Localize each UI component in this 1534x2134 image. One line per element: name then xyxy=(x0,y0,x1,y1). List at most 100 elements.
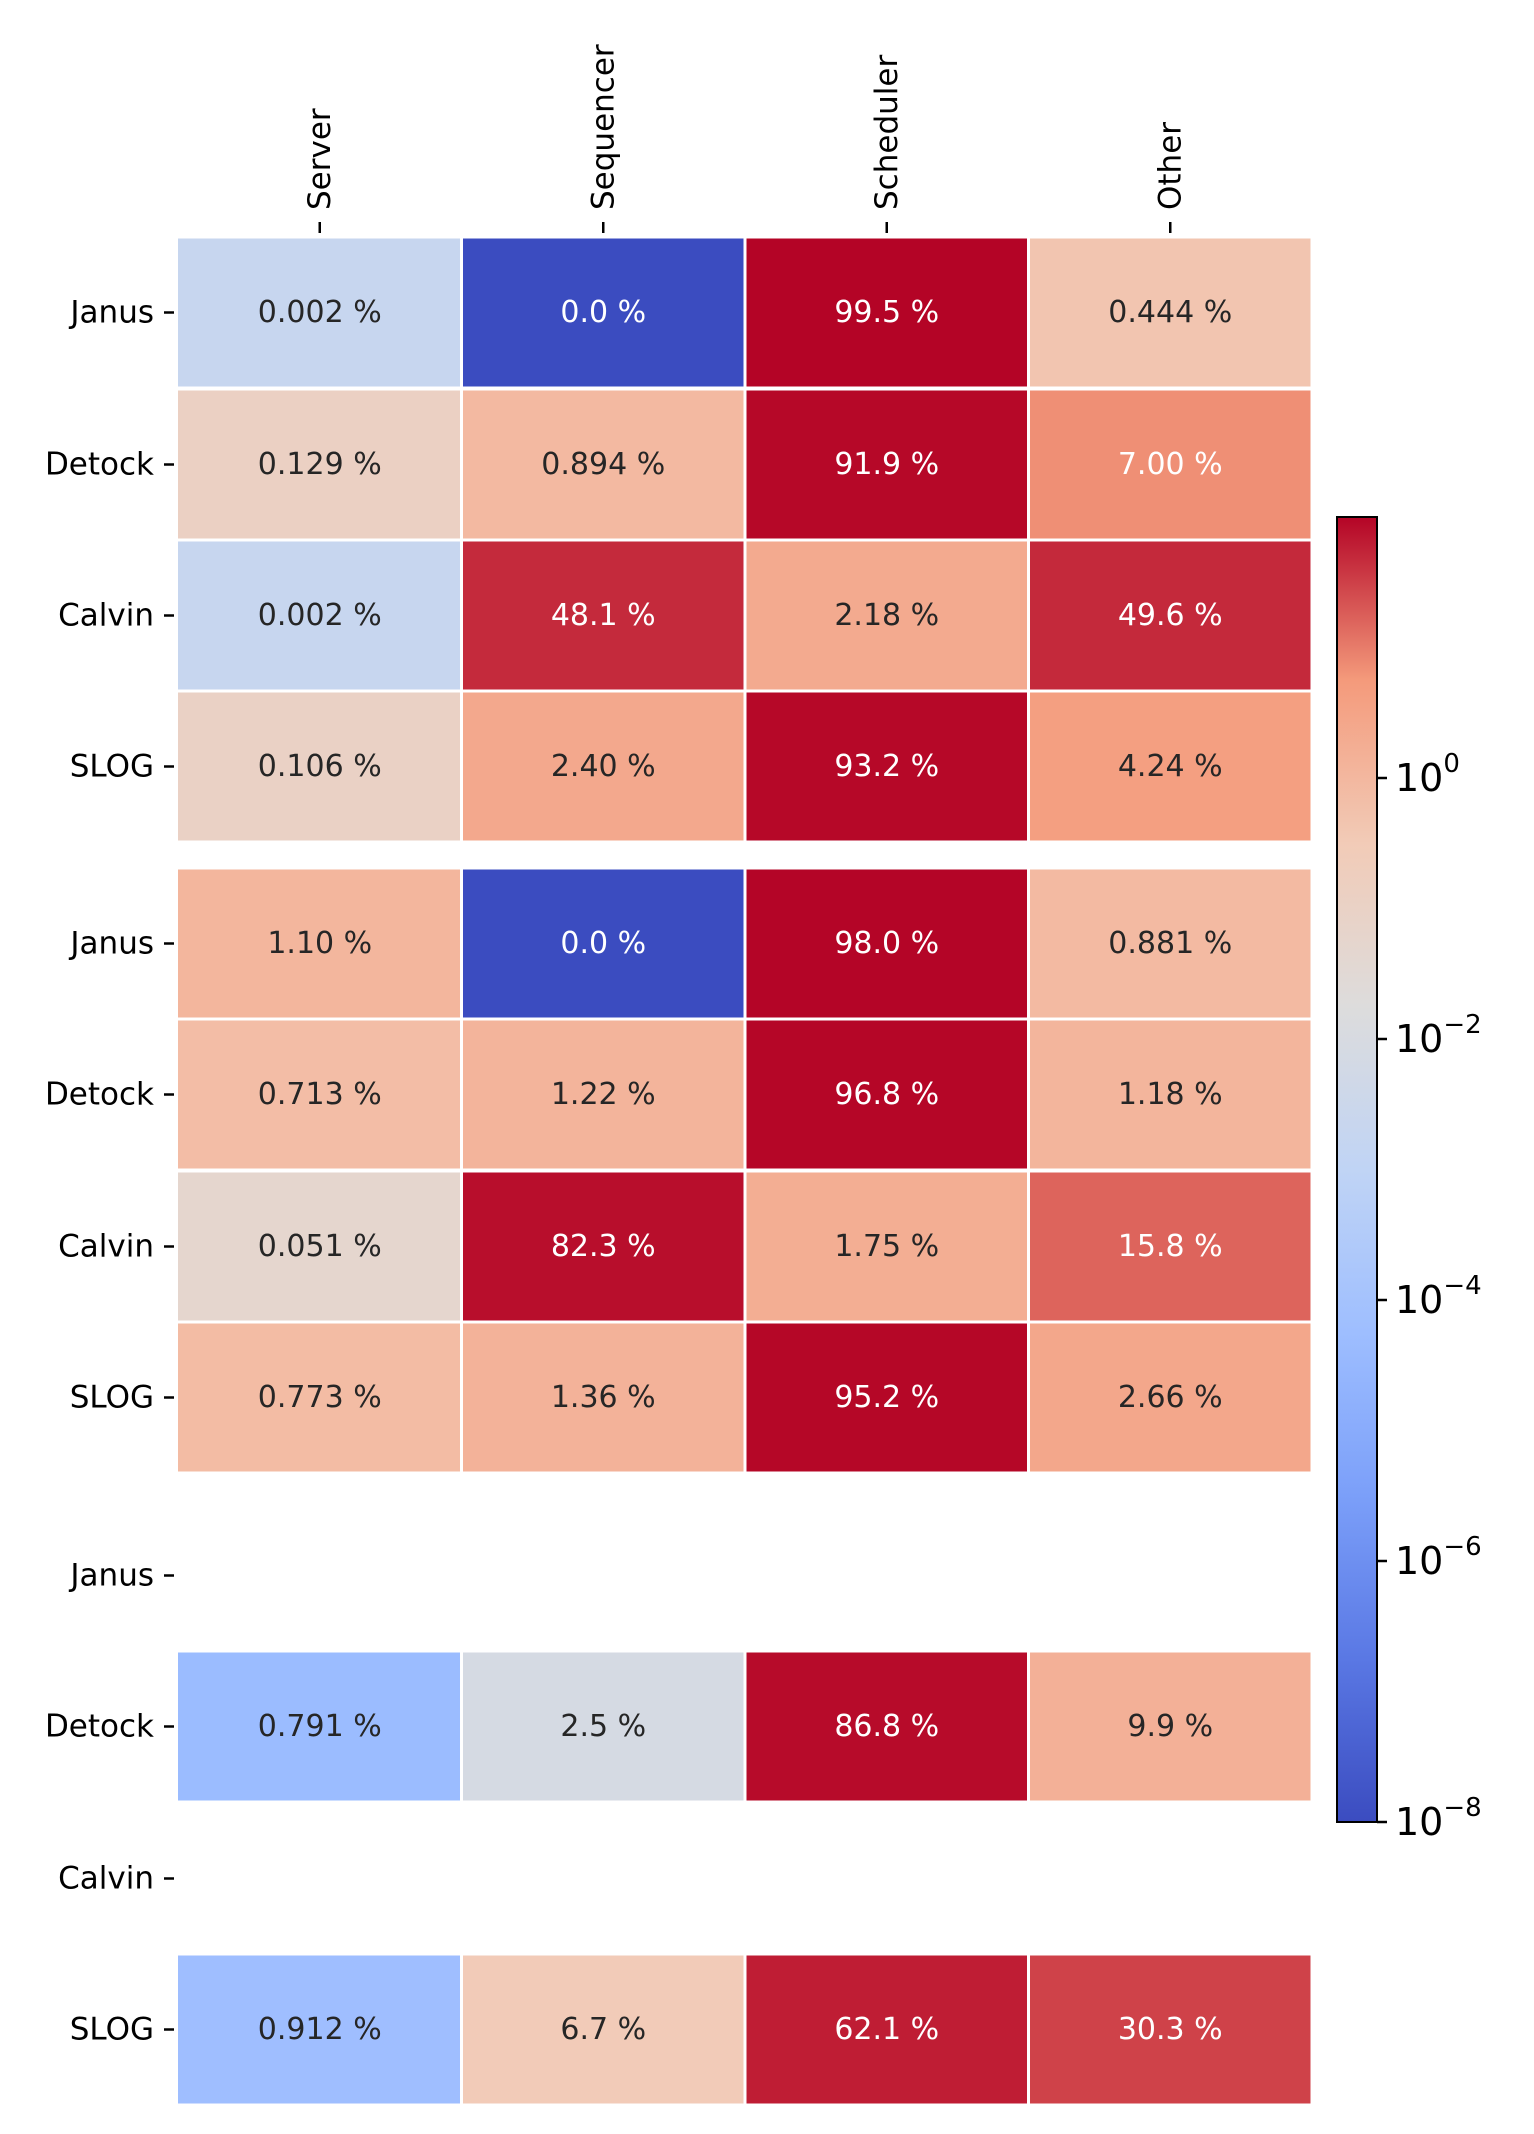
cell-value-label: 0.002 % xyxy=(258,598,382,633)
cell-value-label: 0.773 % xyxy=(258,1380,382,1415)
cell-value-label: 1.10 % xyxy=(267,926,372,961)
colorbar: 100 10−2 10−4 10−6 10−8 xyxy=(1336,516,1482,1844)
cell-value-label: 0.051 % xyxy=(258,1229,382,1264)
heatmap-cell xyxy=(463,1020,744,1169)
row-label: Detock xyxy=(45,1077,154,1113)
heatmap-cell xyxy=(178,238,460,387)
heatmap-cell xyxy=(178,1172,460,1321)
cell-value-label: 4.24 % xyxy=(1118,749,1223,784)
colorbar-gradient xyxy=(1336,516,1378,1823)
heatmap-cell xyxy=(463,238,744,387)
cell-value-label: 0.713 % xyxy=(258,1077,382,1112)
heatmap-cell xyxy=(1030,1172,1311,1321)
heatmap-cells: 0.002 % 0.0 % 99.5 % 0.444 % 0.129 % 0.894 % 9… xyxy=(178,238,1311,2104)
heatmap-cell xyxy=(463,1955,744,2104)
heatmap-cell xyxy=(178,1652,460,1801)
cell-value-label: 0.894 % xyxy=(541,447,665,482)
heatmap-cell xyxy=(178,1020,460,1169)
colorbar-tick-label: 10−2 xyxy=(1395,1010,1482,1061)
cell-value-label: 2.40 % xyxy=(551,749,656,784)
heatmap-cell xyxy=(746,390,1027,539)
cell-value-label: 0.881 % xyxy=(1108,926,1232,961)
cell-value-label: 0.002 % xyxy=(258,295,382,330)
heatmap-cell xyxy=(463,541,744,690)
cell-value-label: 98.0 % xyxy=(834,926,939,961)
cell-value-label: 2.5 % xyxy=(560,1709,646,1744)
heatmap-cell xyxy=(1030,390,1311,539)
colorbar-tick-label: 10−8 xyxy=(1395,1793,1482,1844)
heatmap-cell xyxy=(463,1172,744,1321)
heatmap-cell xyxy=(746,1172,1027,1321)
heatmap-cell xyxy=(1030,238,1311,387)
heatmap-cell xyxy=(746,692,1027,841)
cell-value-label: 1.75 % xyxy=(834,1229,939,1264)
column-label: Server xyxy=(302,108,338,210)
cell-value-label: 0.444 % xyxy=(1108,295,1232,330)
cell-value-label: 49.6 % xyxy=(1118,598,1223,633)
heatmap-cell xyxy=(463,692,744,841)
cell-value-label: 95.2 % xyxy=(834,1380,939,1415)
cell-value-label: 0.912 % xyxy=(258,2012,382,2047)
column-label: Scheduler xyxy=(869,55,905,210)
row-label: Calvin xyxy=(58,598,154,634)
row-label: Janus xyxy=(68,295,154,331)
heatmap-cell xyxy=(178,541,460,690)
cell-value-label: 93.2 % xyxy=(834,749,939,784)
heatmap-cell xyxy=(746,1955,1027,2104)
cell-value-label: 6.7 % xyxy=(560,2012,646,2047)
cell-value-label: 1.22 % xyxy=(551,1077,656,1112)
heatmap-cell xyxy=(1030,541,1311,690)
colorbar-tick-label: 10−6 xyxy=(1395,1532,1482,1583)
heatmap-cell xyxy=(746,869,1027,1018)
heatmap-cell xyxy=(178,869,460,1018)
cell-value-label: 82.3 % xyxy=(551,1229,656,1264)
column-label: Other xyxy=(1152,122,1188,210)
heatmap-cell xyxy=(1030,692,1311,841)
heatmap-cell xyxy=(1030,869,1311,1018)
row-label: SLOG xyxy=(70,749,154,785)
cell-value-label: 2.66 % xyxy=(1118,1380,1223,1415)
colorbar-tick-label: 100 xyxy=(1395,749,1460,800)
cell-value-label: 9.9 % xyxy=(1127,1709,1213,1744)
cell-value-label: 48.1 % xyxy=(551,598,656,633)
heatmap-cell xyxy=(178,1323,460,1472)
cell-value-label: 62.1 % xyxy=(834,2012,939,2047)
heatmap-cell xyxy=(178,1955,460,2104)
cell-value-label: 7.00 % xyxy=(1118,447,1223,482)
row-label: Janus xyxy=(68,1558,154,1594)
heatmap-cell xyxy=(746,1020,1027,1169)
row-label: Janus xyxy=(68,926,154,962)
column-labels: Server Sequencer Scheduler Other xyxy=(302,44,1188,233)
heatmap-cell xyxy=(463,1323,744,1472)
heatmap-cell xyxy=(463,1652,744,1801)
heatmap-cell xyxy=(463,869,744,1018)
cell-value-label: 15.8 % xyxy=(1118,1229,1223,1264)
row-labels: Janus Detock Calvin SLOG Janus Detock Calvin SL… xyxy=(45,295,174,2048)
heatmap-cell xyxy=(746,1652,1027,1801)
heatmap-cell xyxy=(178,390,460,539)
cell-value-label: 0.0 % xyxy=(560,926,646,961)
row-label: SLOG xyxy=(70,1380,154,1416)
cell-value-label: 1.36 % xyxy=(551,1380,656,1415)
cell-value-label: 91.9 % xyxy=(834,447,939,482)
cell-value-label: 99.5 % xyxy=(834,295,939,330)
cell-value-label: 0.129 % xyxy=(258,447,382,482)
colorbar-tick-label: 10−4 xyxy=(1395,1271,1482,1322)
cell-value-label: 0.106 % xyxy=(258,749,382,784)
cell-value-label: 0.0 % xyxy=(560,295,646,330)
cell-value-label: 30.3 % xyxy=(1118,2012,1223,2047)
row-label: SLOG xyxy=(70,2012,154,2048)
row-label: Detock xyxy=(45,447,154,483)
heatmap-cell xyxy=(1030,1020,1311,1169)
cell-value-label: 96.8 % xyxy=(834,1077,939,1112)
heatmap-cell xyxy=(1030,1955,1311,2104)
row-label: Detock xyxy=(45,1709,154,1745)
heatmap-cell xyxy=(178,692,460,841)
heatmap-cell xyxy=(1030,1652,1311,1801)
heatmap-cell xyxy=(746,238,1027,387)
heatmap-cell xyxy=(746,541,1027,690)
row-label: Calvin xyxy=(58,1229,154,1265)
cell-value-label: 0.791 % xyxy=(258,1709,382,1744)
row-label: Calvin xyxy=(58,1861,154,1897)
